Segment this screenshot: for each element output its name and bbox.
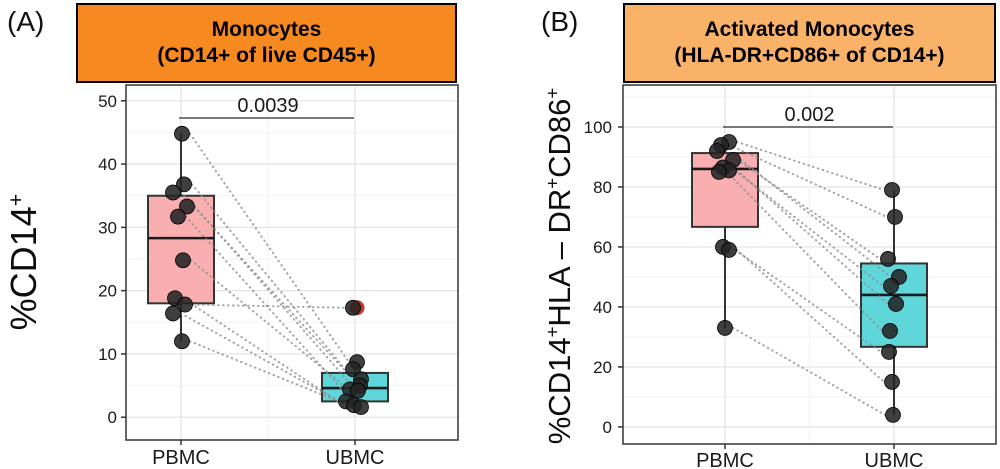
y-tick-label: 60 — [593, 238, 612, 257]
y-tick-label: 100 — [584, 118, 612, 137]
y-tick-label: 40 — [593, 298, 612, 317]
pair-line — [180, 191, 354, 381]
data-point — [345, 299, 361, 316]
pair-line — [730, 166, 884, 287]
panel-b-title: Activated Monocytes — [704, 18, 915, 42]
panel-b-subtitle: (HLA-DR+CD86+ of CD14+) — [674, 44, 945, 67]
data-point — [883, 278, 899, 294]
data-point — [165, 184, 181, 201]
p-value-label: 0.002 — [784, 104, 834, 126]
y-tick-label: 80 — [593, 178, 612, 197]
y-tick-label: 0 — [603, 418, 612, 437]
panel-b-y-axis-title: %CD14+HLA – DR+CD86+ — [542, 88, 578, 445]
pair-line — [728, 143, 888, 218]
superscript-plus: + — [541, 87, 563, 99]
data-point — [884, 182, 900, 198]
data-point — [709, 143, 725, 159]
pair-line — [194, 205, 353, 387]
y-tick-label: 20 — [98, 282, 117, 301]
pair-line — [736, 169, 889, 305]
panel-a-label: (A) — [7, 6, 45, 37]
pair-line — [724, 149, 881, 260]
data-point — [882, 323, 898, 339]
panel-b-label: (B) — [541, 6, 579, 37]
pair-line — [189, 132, 350, 364]
y-tick-label: 30 — [98, 218, 117, 237]
data-point — [887, 209, 903, 225]
x-category-label: PBMC — [152, 447, 210, 469]
y-axis-title-text: CD86 — [542, 98, 577, 178]
data-point — [350, 382, 366, 399]
pair-line — [191, 183, 346, 371]
pair-line — [180, 312, 347, 407]
panel-border — [125, 84, 459, 441]
x-category-label: UBMC — [865, 450, 924, 469]
panel-b-header: Activated Monocytes (HLA-DR+CD86+ of CD1… — [623, 3, 996, 83]
x-category-label: UBMC — [326, 447, 385, 469]
data-point — [174, 125, 190, 142]
panel-a-title: Monocytes — [211, 18, 322, 42]
y-tick-label: 20 — [593, 358, 612, 377]
data-point — [880, 251, 896, 267]
data-point — [176, 176, 192, 193]
data-point — [177, 296, 193, 313]
y-axis-title-text: %CD14 — [3, 206, 44, 331]
pair-line — [736, 140, 885, 191]
y-tick-label: 40 — [98, 155, 117, 174]
p-value-label: 0.0039 — [237, 95, 298, 117]
panel-border — [622, 84, 997, 445]
pair-line — [189, 340, 354, 409]
data-point — [881, 344, 897, 360]
data-point — [721, 242, 737, 258]
data-point — [174, 333, 190, 350]
pair-line — [192, 303, 346, 309]
data-point — [353, 399, 369, 415]
superscript-plus: + — [541, 177, 563, 189]
data-point — [711, 164, 727, 180]
boxplot-box — [147, 194, 215, 305]
panel-a-header: Monocytes (CD14+ of live CD45+) — [76, 3, 457, 83]
pair-line — [190, 259, 351, 392]
pair-line — [726, 170, 883, 332]
y-tick-label: 50 — [98, 92, 117, 111]
data-point — [170, 208, 186, 225]
pair-line — [730, 245, 882, 353]
pair-line — [736, 248, 885, 383]
pair-line — [182, 297, 339, 403]
y-tick-label: 10 — [98, 345, 117, 364]
y-axis-title-text: HLA – DR — [542, 188, 577, 327]
superscript-plus: + — [541, 326, 563, 338]
panel-a-y-axis-title: %CD14+ — [3, 194, 45, 331]
panel-a-subtitle: (CD14+ of live CD45+) — [157, 44, 376, 67]
pair-line — [732, 326, 886, 416]
data-point — [884, 374, 900, 390]
superscript-plus: + — [3, 193, 28, 207]
pair-line — [740, 158, 892, 278]
pair-line — [185, 215, 343, 391]
x-category-label: PBMC — [696, 450, 754, 469]
y-axis-title-text: %CD14 — [542, 337, 577, 445]
data-point — [179, 198, 195, 215]
y-tick-label: 0 — [108, 408, 117, 427]
data-point — [165, 305, 181, 322]
data-point — [888, 296, 904, 312]
data-point — [885, 407, 901, 423]
data-point — [717, 320, 733, 336]
data-point — [175, 252, 191, 269]
